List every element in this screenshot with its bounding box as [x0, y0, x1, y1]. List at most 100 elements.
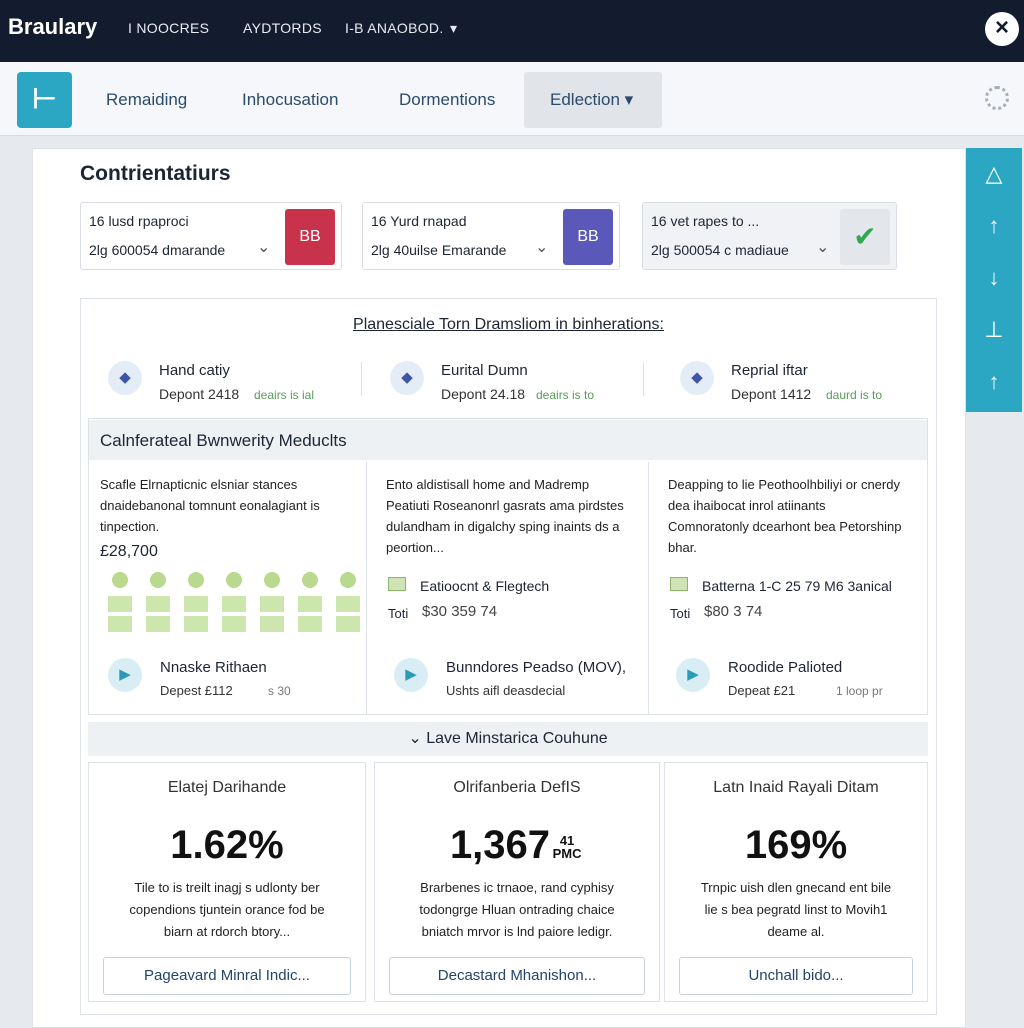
pictogram-cube	[336, 596, 360, 612]
metric-suffix: 41 PMC	[552, 833, 582, 862]
total-label: Toti	[388, 606, 409, 621]
filter-label: 16 lusd rpaproci	[89, 213, 189, 229]
stat-icon: ◆	[390, 361, 424, 395]
settings-icon[interactable]	[985, 86, 1009, 110]
badge: BB	[285, 209, 335, 265]
side-toolbar: △ ↑ ↓ ⊥ ↑	[966, 148, 1022, 412]
tab-active[interactable]: Edlection ▾	[524, 72, 662, 128]
stat-icon: ◆	[680, 361, 714, 395]
section	[88, 418, 928, 715]
separator	[361, 362, 362, 396]
metric-value: 169%	[665, 823, 927, 868]
filter[interactable]: 16 lusd rpaproci 2lg 600054 dmarande ⌄ BB	[80, 202, 342, 270]
stat-detail: Depont 1412	[731, 386, 812, 402]
pictogram-cube	[184, 596, 208, 612]
metric-title: Latn Inaid Rayali Ditam	[713, 779, 879, 796]
footer-name: Nnaske Rithaen	[160, 659, 267, 676]
footer-icon: ▶	[676, 658, 710, 692]
section-title: Calnferateal Bwnwerity Meduclts	[100, 431, 347, 450]
separator	[366, 462, 367, 714]
pictogram-cube	[260, 616, 284, 632]
pictogram-dot	[264, 572, 280, 588]
section-header	[89, 420, 927, 460]
metric-text: Trnpic uish dlen gnecand ent bile lie s …	[700, 880, 892, 939]
pictogram-dot	[226, 572, 242, 588]
app-icon[interactable]: ⊢	[17, 72, 72, 128]
pictogram-dot	[302, 572, 318, 588]
total: $80 3 74	[704, 603, 763, 620]
metric-button[interactable]: Decastard Mhanishon...	[389, 957, 645, 995]
stat-detail: Depont 24.18	[441, 386, 526, 402]
stat-note: daurd is to	[826, 388, 883, 402]
amount: £28,700	[100, 543, 158, 560]
pictogram-cube	[260, 596, 284, 612]
footer-detail: Depest £112	[160, 683, 233, 698]
filter[interactable]: 16 vet rapes to ... 2lg 500054 c madiaue ⌄…	[642, 202, 897, 270]
pictogram-dot	[112, 572, 128, 588]
tab[interactable]: Dormentions	[399, 90, 496, 109]
footer-note: 1 loop pr	[836, 684, 883, 698]
separator	[643, 362, 644, 396]
chevron: ⌄	[257, 239, 271, 256]
filter-value: 2lg 600054 dmarande	[89, 242, 226, 258]
divider: ⌄ Lave Minstarica Couhune	[88, 722, 928, 756]
pictogram-cube	[146, 616, 170, 632]
nav-item[interactable]: AYDTORDS	[243, 20, 322, 36]
pictogram-cube	[222, 596, 246, 612]
metric-number: 1.62%	[170, 823, 284, 867]
nav-item[interactable]: I-B ANAOBOD.	[345, 20, 444, 36]
pictogram-cube	[108, 596, 132, 612]
tab[interactable]: Remaiding	[106, 90, 188, 109]
content-card	[80, 298, 937, 1015]
pictogram-dot	[340, 572, 356, 588]
metric-title: Olrifanberia DefIS	[453, 779, 581, 796]
nav-item[interactable]: I NOOCRES	[128, 20, 210, 36]
column-text: Scafle Elrnapticnic elsniar stances dnai…	[100, 477, 320, 534]
page-title: Contrientatiurs	[80, 162, 231, 185]
footer-detail: Ushts aifl deasdecial	[446, 683, 566, 698]
stat-detail: Depont 2418	[159, 386, 240, 402]
item-name: Batterna 1-C 25 79 M6 3anical	[702, 578, 892, 594]
pictogram-cube	[336, 616, 360, 632]
caret: ▾	[450, 20, 458, 36]
footer-name: Roodide Palioted	[728, 659, 843, 676]
tab[interactable]: Inhocusation	[242, 90, 339, 109]
stat-name: Reprial iftar	[731, 362, 808, 379]
top-bar: Braulary I NOOCRES AYDTORDS I-B ANAOBOD.…	[0, 0, 1024, 62]
stat-note: deairs is to	[536, 388, 595, 402]
total-label: Toti	[670, 606, 691, 621]
metric-text: Brarbenes ic trnaoe, rand cyphisy todong…	[419, 880, 615, 939]
total: $30 359 74	[422, 603, 498, 620]
footer-name: Bunndores Peadso (MOV),	[446, 659, 627, 676]
separator	[648, 462, 649, 714]
tab-bar: ⊢ Remaiding Inhocusation Dormentions Edl…	[0, 62, 1024, 136]
chevron: ⌄	[816, 239, 830, 256]
filter-label: 16 Yurd rnapad	[371, 213, 467, 229]
filter-value: 2lg 500054 c madiaue	[651, 242, 789, 258]
metric-value: 1.62%	[89, 823, 365, 868]
close-button[interactable]: ×	[985, 12, 1019, 46]
badge: BB	[563, 209, 613, 265]
metric-button[interactable]: Pageavard Minral Indic...	[103, 957, 351, 995]
item-icon	[388, 577, 406, 591]
metric-value: 1,367 41 PMC	[375, 823, 659, 868]
stat-name: Hand catiy	[159, 362, 230, 379]
metric-button[interactable]: Unchall bido...	[679, 957, 913, 995]
footer-detail: Depeat £21	[728, 683, 796, 698]
pictogram-dot	[150, 572, 166, 588]
metric-card: Elatej Darihande 1.62% Tile to is treilt i…	[88, 762, 366, 1002]
divider-label: Lave Minstarica Couhune	[426, 730, 608, 747]
pictogram-cube	[298, 616, 322, 632]
filter-value: 2lg 40uilse Emarande	[371, 242, 507, 258]
chevron: ⌄	[535, 239, 549, 256]
stat-name: Eurital Dumn	[441, 362, 528, 379]
metric-card: Latn Inaid Rayali Ditam 169% Trnpic uish d…	[664, 762, 928, 1002]
item-icon	[670, 577, 688, 591]
check-badge: ✔	[840, 209, 890, 265]
pictogram-cube	[184, 616, 208, 632]
pictogram-cube	[298, 596, 322, 612]
pictogram-dot	[188, 572, 204, 588]
filter[interactable]: 16 Yurd rnapad 2lg 40uilse Emarande ⌄ BB	[362, 202, 620, 270]
stat-icon: ◆	[108, 361, 142, 395]
